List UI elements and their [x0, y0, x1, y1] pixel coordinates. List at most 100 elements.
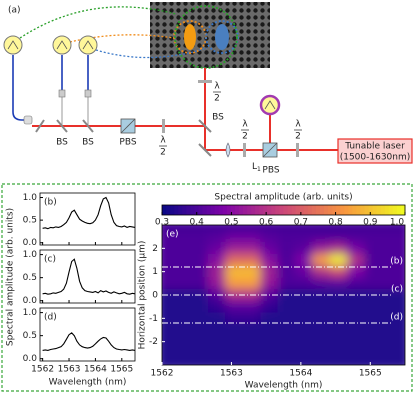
y-tick-label: 0.0: [23, 354, 38, 364]
y-axis-label: Horizontal position (μm): [138, 241, 148, 350]
colorbar-swatch: [226, 205, 232, 215]
colorbar-swatch: [283, 205, 289, 215]
pbs-cube: [262, 142, 278, 158]
laser-label: Tunable laser: [344, 142, 405, 152]
y-tick-label: -1: [149, 314, 158, 324]
detector: [259, 94, 281, 116]
panel-label: (e): [166, 230, 179, 240]
hw-bottom: 2: [242, 132, 248, 142]
colorbar-swatch: [356, 205, 361, 215]
colorbar-swatch: [380, 205, 386, 215]
colorbar-tick-label: 0.5: [224, 218, 238, 228]
colorbar-swatch: [267, 205, 272, 215]
colorbar-tick-label: 0.4: [190, 218, 205, 228]
waveplate: [243, 143, 246, 157]
colorbar-swatch: [315, 205, 321, 215]
y-tick-label: 2: [152, 244, 158, 254]
x-axis-label: Wavelength (nm): [245, 381, 323, 391]
cut-label: (b): [390, 257, 403, 267]
colorbar-swatch: [376, 205, 382, 215]
half-wave-label: λ 2: [213, 82, 221, 104]
detector: [78, 35, 98, 55]
x-tick-label: 1564: [289, 369, 312, 379]
hw-top: λ: [160, 136, 166, 146]
panel-label: (d): [44, 313, 57, 323]
lens-text: L: [252, 162, 257, 172]
beam-splitter: [82, 119, 94, 133]
colorbar-swatch: [400, 205, 406, 215]
coupler: [58, 89, 66, 98]
colorbar-swatch: [279, 205, 284, 215]
colorbar-swatch: [295, 205, 301, 215]
colorbar-swatch: [259, 205, 264, 215]
bs-label: BS: [212, 113, 224, 123]
plot-frame: [39, 249, 136, 304]
hw-bottom: 2: [214, 94, 220, 104]
colorbar-swatch: [328, 205, 333, 215]
bs-label: BS: [82, 138, 94, 148]
panel-label: (a): [8, 6, 21, 16]
colorbar-frame: [161, 204, 406, 216]
colorbar-swatch: [186, 205, 191, 215]
colorbar-swatch: [166, 205, 171, 215]
colorbar-swatch: [340, 205, 345, 215]
colorbar-swatch: [222, 205, 228, 215]
colorbar-swatch: [364, 205, 370, 215]
colorbar-swatch: [348, 205, 353, 215]
lens: [225, 142, 231, 158]
half-wave-label: λ 2: [294, 120, 302, 142]
colorbar-swatch: [198, 205, 203, 215]
plot-frame: [39, 307, 136, 362]
x-tick-label: 1564: [84, 365, 107, 375]
y-tick-label: 0.5: [23, 331, 37, 341]
colorbar-swatch: [243, 205, 248, 215]
waveplate: [162, 119, 165, 133]
mode-blue: [215, 24, 229, 50]
panel-label: (c): [44, 255, 56, 265]
pbs-label: PBS: [262, 166, 279, 176]
y-tick-label: 0.0: [23, 296, 38, 306]
colorbar-swatch: [218, 205, 224, 215]
colorbar-swatch: [251, 205, 256, 215]
colorbar-swatch: [206, 205, 212, 215]
fiber: [12, 55, 30, 121]
hw-top: λ: [214, 82, 220, 92]
spectrum-line: [42, 258, 136, 295]
y-axis-label: Spectral amplitude (arb. units): [6, 208, 16, 346]
region-blue: [205, 20, 239, 54]
colorbar-swatch: [238, 205, 244, 215]
colorbar-swatch: [299, 205, 305, 215]
colorbar-swatch: [202, 205, 208, 215]
beam-splitter: [56, 119, 68, 133]
colorbar-swatch: [303, 205, 309, 215]
colorbar-tick-label: 0.7: [294, 218, 308, 228]
x-tick-label: 1565: [110, 365, 133, 375]
y-tick-label: 0: [152, 291, 158, 301]
x-tick-label: 1562: [31, 365, 54, 375]
bs-label: BS: [56, 138, 68, 148]
colorbar-swatch: [307, 205, 313, 215]
half-wave-label: λ 2: [241, 120, 249, 142]
colorbar-tick-label: 0.6: [259, 218, 274, 228]
pbs-cube: [120, 118, 136, 134]
detector: [52, 35, 72, 55]
colorbar-tick-label: 0.3: [155, 218, 169, 228]
waveplate: [296, 143, 299, 157]
y-tick-label: -2: [149, 337, 158, 347]
mirror: [35, 119, 45, 133]
heatmap: [162, 225, 405, 365]
half-wave-label: λ 2: [159, 136, 167, 158]
colorbar-swatch: [332, 205, 337, 215]
x-tick-label: 1563: [58, 365, 81, 375]
colorbar-swatch: [234, 205, 240, 215]
colorbar-swatch: [271, 205, 276, 215]
plot-frame: [39, 192, 136, 246]
link-orange: [69, 34, 175, 43]
colorbar-swatch: [174, 205, 179, 215]
link-blue: [95, 47, 208, 59]
colorbar-swatch: [263, 205, 268, 215]
lens-sub: 1: [257, 166, 261, 173]
colorbar-swatch: [275, 205, 280, 215]
pbs-label: PBS: [119, 138, 136, 148]
